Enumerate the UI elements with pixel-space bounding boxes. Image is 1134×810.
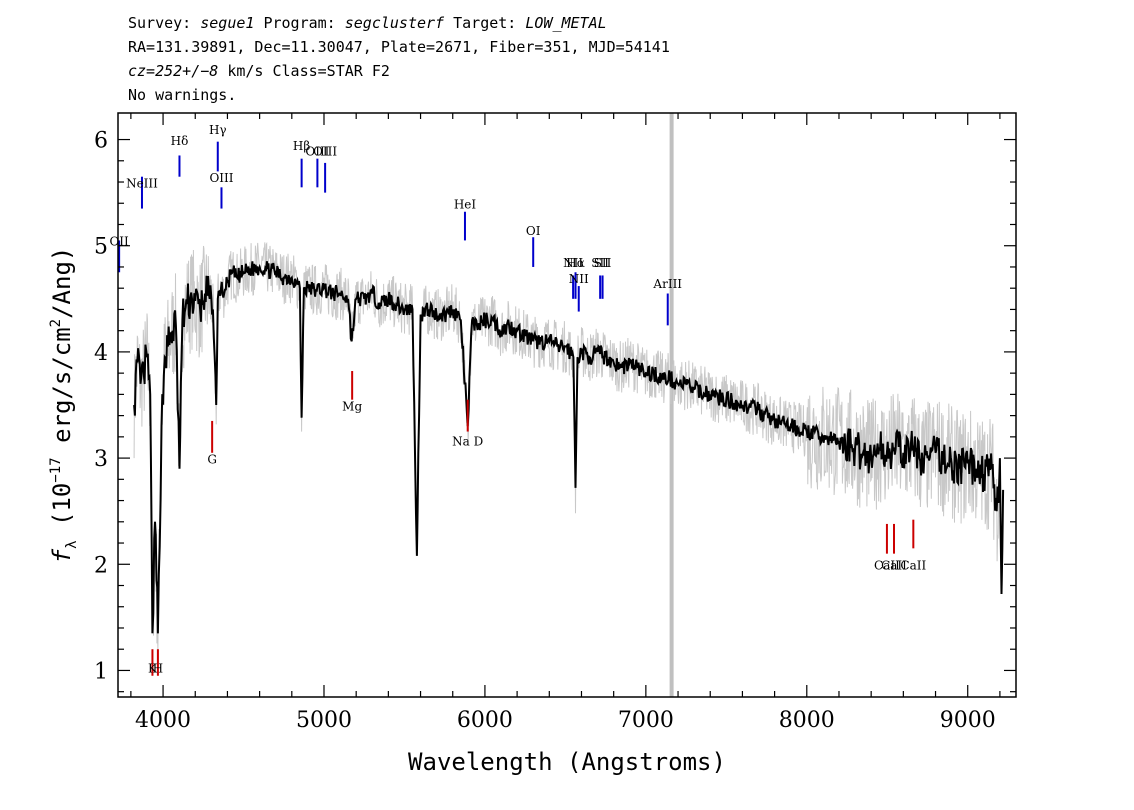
y-axis-units-3: /Ang) <box>48 247 76 319</box>
raw-flux-series <box>133 241 1004 650</box>
y-tick-label: 2 <box>94 553 108 578</box>
line-label-23: H <box>153 662 163 676</box>
line-label-13: SII <box>591 256 609 270</box>
y-axis-units-2: erg/s/cm <box>48 327 76 457</box>
x-tick-label: 9000 <box>940 708 996 733</box>
line-label-0: NeIII <box>126 176 158 190</box>
y-tick-label: 5 <box>94 235 108 260</box>
header-line-1: Survey: segue1 Program: segclusterf Targ… <box>128 14 607 32</box>
y-tick-label: 6 <box>94 129 108 154</box>
line-label-1: OII <box>109 235 129 249</box>
y-tick-label: 3 <box>94 447 108 472</box>
y-axis-exponent: −17 <box>48 457 64 482</box>
line-label-9: OI <box>526 224 541 238</box>
y-tick-label: 1 <box>94 659 108 684</box>
y-axis-exp2: 2 <box>48 319 64 327</box>
line-label-20: CaII <box>874 559 900 573</box>
line-label-7: OIII <box>313 144 337 158</box>
line-label-4: OIII <box>209 171 233 185</box>
line-label-5: Hβ <box>293 139 310 153</box>
header-line-3: cz=252+/−8 km/s Class=STAR F2 <box>128 62 390 80</box>
line-label-2: Hδ <box>171 134 189 148</box>
line-label-11: Hα <box>566 256 585 270</box>
x-tick-label: 4000 <box>135 708 191 733</box>
x-tick-label: 6000 <box>457 708 513 733</box>
x-tick-label: 8000 <box>779 708 835 733</box>
x-axis-title: Wavelength (Angstroms) <box>408 748 726 776</box>
line-label-14: SII <box>594 256 612 270</box>
line-label-22: K <box>148 662 158 676</box>
line-label-15: ArIII <box>652 277 682 291</box>
header-line-4: No warnings. <box>128 86 236 104</box>
y-axis-title: fλ (10−17 erg/s/cm2/Ang) <box>48 247 80 564</box>
line-label-6: OIII <box>305 144 329 158</box>
flux-series <box>133 261 1005 634</box>
line-label-17: G <box>207 452 217 466</box>
plot-frame <box>117 112 1017 698</box>
y-axis-subscript: λ <box>64 540 80 548</box>
line-label-3: Hγ <box>209 123 227 137</box>
x-tick-label: 5000 <box>296 708 352 733</box>
line-label-19: CaII <box>881 559 907 573</box>
line-label-10: NII <box>563 256 583 270</box>
line-label-18: Na D <box>452 434 483 448</box>
line-label-8: HeI <box>454 198 477 212</box>
plot-area: NeIIIOIIHδHγOIIIHβOIIIOIIIHeIOINIIHαNIIS… <box>94 112 1017 733</box>
line-label-16: Mg <box>342 399 362 413</box>
line-label-21: CaII <box>900 559 926 573</box>
y-tick-label: 4 <box>94 341 108 366</box>
header-line-2: RA=131.39891, Dec=11.30047, Plate=2671, … <box>128 38 670 56</box>
line-label-12: NII <box>569 272 589 286</box>
y-axis-symbol: f <box>48 548 76 563</box>
y-axis-units: (10 <box>48 483 76 541</box>
x-tick-label: 7000 <box>618 708 674 733</box>
